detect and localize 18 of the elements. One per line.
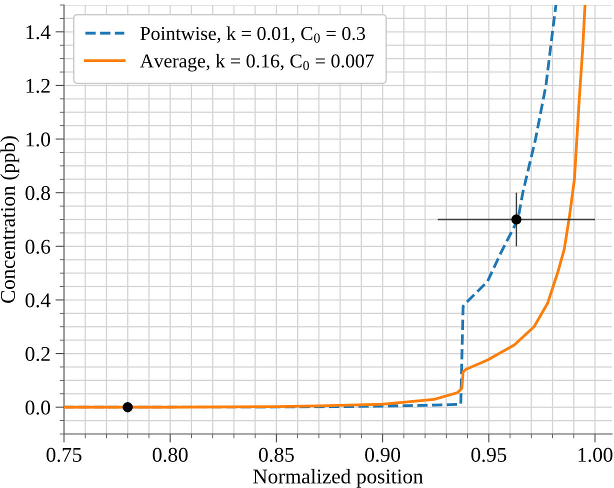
x-tick-label: 0.90 (365, 448, 400, 462)
x-tick-label: 0.85 (258, 448, 294, 462)
y-tick-label: 0.4 (26, 293, 50, 308)
x-tick-label: 0.80 (152, 448, 188, 462)
x-tick-label: 0.75 (46, 448, 82, 462)
x-tick-label: 0.95 (471, 448, 506, 462)
y-tick-label: 1.0 (26, 132, 50, 147)
x-tick-label: 1.00 (578, 448, 612, 462)
y-tick-label: 0.8 (26, 186, 50, 200)
y-tick-label: 0.6 (26, 240, 50, 254)
y-tick-label: 0.0 (26, 400, 50, 415)
y-tick-label: 1.2 (26, 78, 50, 93)
y-axis-title: Concentration (ppb) (0, 136, 20, 303)
x-axis-title: Normalized position (253, 468, 424, 488)
y-tick-label: 1.4 (26, 25, 50, 40)
y-tick-label: 0.2 (26, 346, 50, 362)
legend-label: Pointwise, k = 0.01, C$_{0}$ = 0.3 (140, 26, 366, 43)
legend-label: Average, k = 0.16, C$_{0}$ = 0.007 (140, 54, 374, 72)
